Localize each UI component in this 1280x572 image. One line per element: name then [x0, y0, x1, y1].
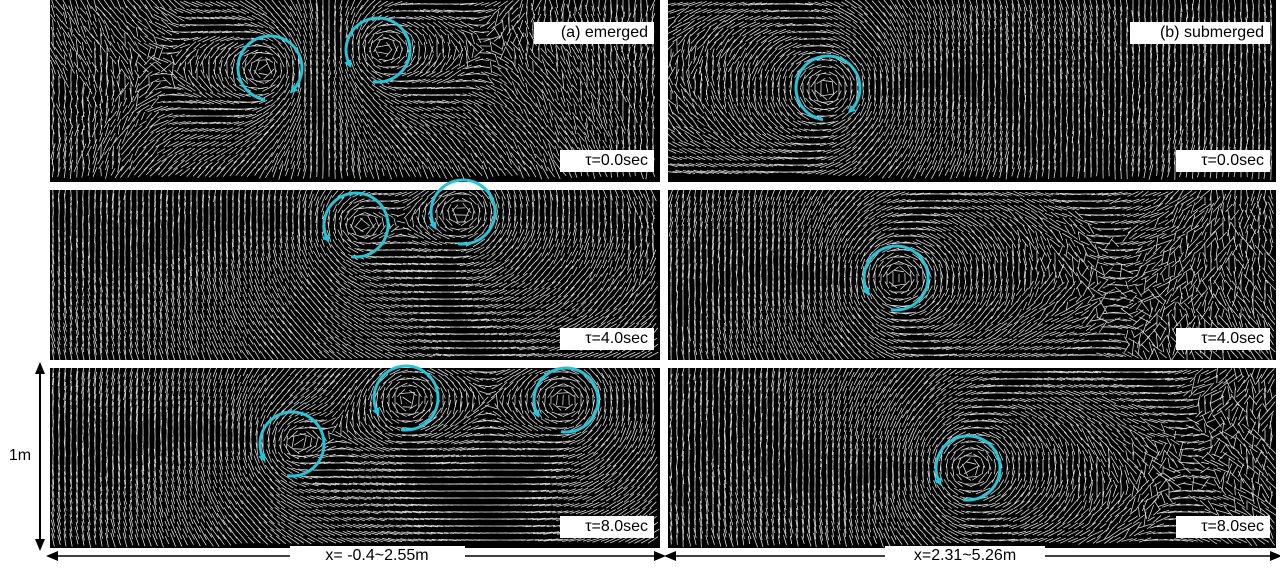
time-label: τ=8.0sec [585, 518, 648, 535]
range-label-b: x=2.31~5.26m [914, 547, 1016, 564]
page: (a) emerged τ=0.0sec τ=4.0sec τ=8.0sec (b) s… [0, 0, 1280, 572]
panel-label: (a) emerged [561, 24, 648, 41]
time-label: τ=4.0sec [1201, 330, 1264, 347]
panels: (a) emerged τ=0.0sec τ=4.0sec τ=8.0sec (b) s… [49, 0, 1277, 548]
vertical-scale-label: 1m [9, 447, 31, 464]
time-label: τ=0.0sec [585, 152, 648, 169]
range-label-a: x= -0.4~2.55m [325, 547, 428, 564]
time-label: τ=0.0sec [1201, 152, 1264, 169]
time-label: τ=8.0sec [1201, 518, 1264, 535]
panel-label: (b) submerged [1160, 24, 1264, 41]
time-label: τ=4.0sec [585, 330, 648, 347]
figure: (a) emerged τ=0.0sec τ=4.0sec τ=8.0sec (b) s… [0, 0, 1280, 567]
